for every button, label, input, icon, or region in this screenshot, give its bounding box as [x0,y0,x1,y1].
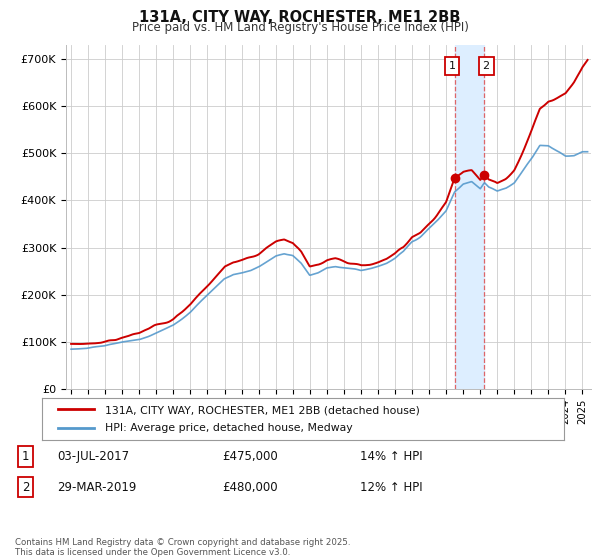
Text: £475,000: £475,000 [222,450,278,463]
Bar [455,45,484,389]
Text: 29-MAR-2019: 29-MAR-2019 [57,480,136,494]
Text: 1: 1 [22,450,29,463]
Text: 131A, CITY WAY, ROCHESTER, ME1 2BB (detached house): 131A, CITY WAY, ROCHESTER, ME1 2BB (deta… [104,405,419,415]
Text: 2: 2 [482,61,490,71]
Text: 03-JUL-2017: 03-JUL-2017 [57,450,129,463]
Text: 1: 1 [449,61,455,71]
Text: HPI: Average price, detached house, Medway: HPI: Average price, detached house, Medw… [104,423,352,433]
Text: 14% ↑ HPI: 14% ↑ HPI [360,450,422,463]
Text: 12% ↑ HPI: 12% ↑ HPI [360,480,422,494]
Text: Contains HM Land Registry data © Crown copyright and database right 2025.
This d: Contains HM Land Registry data © Crown c… [15,538,350,557]
Text: £480,000: £480,000 [222,480,278,494]
Text: 131A, CITY WAY, ROCHESTER, ME1 2BB: 131A, CITY WAY, ROCHESTER, ME1 2BB [139,10,461,25]
Text: Price paid vs. HM Land Registry's House Price Index (HPI): Price paid vs. HM Land Registry's House … [131,21,469,34]
Text: 2: 2 [22,480,29,494]
